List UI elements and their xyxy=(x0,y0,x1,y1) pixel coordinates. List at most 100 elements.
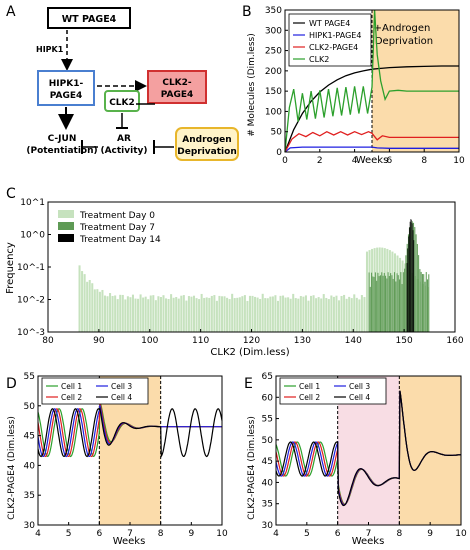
c-bar-day7 xyxy=(405,255,407,332)
c-bar-day14 xyxy=(412,230,414,332)
c-bar-day14 xyxy=(409,221,411,332)
hipk1-page4-box xyxy=(37,70,95,106)
c-ytick-label: 10^1 xyxy=(20,198,45,208)
c-bar-day0 xyxy=(131,294,134,332)
panel-label-b: B xyxy=(242,4,252,20)
c-bar-day7 xyxy=(425,272,427,332)
c-bar-day0 xyxy=(192,295,196,332)
clk2-page4-line1: CLK2- xyxy=(162,78,192,88)
c-legend-day7: Treatment Day 7 xyxy=(79,223,155,233)
panel-c-chart: C 80 90 100 110 120 130 140 150 160 10^-3 10^-2 10^… xyxy=(5,186,464,358)
c-bar-day14 xyxy=(412,223,413,332)
c-bar-day0 xyxy=(340,295,343,332)
c-bar-day7 xyxy=(371,272,373,332)
c-bar-day7 xyxy=(416,243,418,332)
c-bar-day0 xyxy=(289,298,292,332)
c-bar-day0 xyxy=(302,296,305,332)
androgen-line2: Deprivation xyxy=(177,147,236,157)
c-bar-day0 xyxy=(88,279,91,332)
e-ytick-label: 40 xyxy=(262,478,274,488)
c-legend-swatch-day14 xyxy=(58,234,74,242)
d-ytick-label: 55 xyxy=(24,372,35,382)
d-xtick-label: 10 xyxy=(216,529,228,539)
c-bar-day7 xyxy=(420,271,422,332)
c-bar-day0 xyxy=(271,296,274,332)
c-bar-day7 xyxy=(390,273,392,332)
c-bar-day0 xyxy=(98,291,101,332)
e-ytick-label: 30 xyxy=(262,521,274,531)
c-bar-day0 xyxy=(393,253,396,332)
c-bar-day0 xyxy=(416,278,419,332)
c-bar-day0 xyxy=(343,294,346,332)
c-bar-day0 xyxy=(276,300,279,332)
c-xtick-label: 90 xyxy=(93,336,105,346)
c-bar-day0 xyxy=(159,297,162,332)
cjun-label-line2: (Potentiation) xyxy=(26,146,97,156)
c-bar-day7 xyxy=(414,227,416,332)
c-ytick-label: 10^0 xyxy=(20,231,45,241)
c-bar-day0 xyxy=(376,247,379,332)
c-bar-day14 xyxy=(413,240,415,332)
ar-label-line2: (Activity) xyxy=(100,146,147,156)
c-bar-day0 xyxy=(274,295,277,332)
d-xtick-label: 7 xyxy=(127,529,133,539)
e-ytick-label: 60 xyxy=(262,393,274,403)
c-bar-day0 xyxy=(147,299,150,332)
c-bar-day0 xyxy=(228,299,231,332)
panel-label-c: C xyxy=(6,186,16,202)
c-xtick-label: 150 xyxy=(396,336,413,346)
c-bar-day0 xyxy=(142,297,145,332)
c-bar-day7 xyxy=(386,278,388,332)
clk2-page4-line2: PAGE4 xyxy=(161,90,194,100)
b-annotation-line2: Deprivation xyxy=(375,36,433,47)
c-bar-day14 xyxy=(408,227,410,332)
c-bar-day0 xyxy=(404,263,407,332)
c-legend-swatch-day0 xyxy=(58,210,74,218)
c-bar-day0 xyxy=(119,294,122,332)
c-bar-day0 xyxy=(353,294,356,332)
c-bar-day0 xyxy=(124,299,127,332)
c-bar-day0 xyxy=(330,295,333,332)
d-ylabel: CLK2-PAGE4 (Dim.less) xyxy=(7,416,17,520)
c-bar-day0 xyxy=(358,299,361,332)
b-xtick-label: 10 xyxy=(453,156,465,166)
c-bar-day0 xyxy=(223,296,226,332)
d-xtick-label: 4 xyxy=(35,529,41,539)
c-bar-day0 xyxy=(360,295,363,332)
b-xtick-label: 4 xyxy=(352,156,358,166)
c-bar-day7 xyxy=(392,278,394,332)
c-bar-day0 xyxy=(266,298,269,332)
d-legend-cell3: Cell 3 xyxy=(111,382,132,391)
c-bar-day0 xyxy=(269,296,272,332)
b-series-line-3 xyxy=(284,9,459,153)
c-xtick-label: 130 xyxy=(294,336,311,346)
c-bar-day7 xyxy=(368,272,370,332)
c-bar-day0 xyxy=(279,295,282,332)
c-bar-day0 xyxy=(261,293,264,332)
b-series-line-1 xyxy=(284,146,459,153)
c-bar-day7 xyxy=(387,272,389,332)
c-bar-day0 xyxy=(81,271,84,332)
c-bar-day0 xyxy=(86,281,89,332)
c-bar-day0 xyxy=(254,296,257,332)
b-xtick-label: 0 xyxy=(282,156,288,166)
c-bar-day0 xyxy=(312,295,315,332)
c-bar-day0 xyxy=(315,298,318,332)
c-bar-day0 xyxy=(149,295,152,332)
c-bar-day0 xyxy=(170,294,173,332)
c-bar-day7 xyxy=(393,272,395,332)
d-ytick-label: 30 xyxy=(24,521,36,531)
c-bar-day0 xyxy=(233,298,236,332)
c-bar-day0 xyxy=(177,298,180,332)
c-bar-day0 xyxy=(152,295,155,332)
e-xtick-label: 9 xyxy=(427,529,433,539)
c-bar-day14 xyxy=(411,219,412,332)
c-bar-day7 xyxy=(396,273,398,332)
c-bar-day0 xyxy=(299,296,302,332)
c-bar-day0 xyxy=(327,299,330,332)
c-bar-day0 xyxy=(172,297,175,332)
b-axes-frame xyxy=(284,9,460,153)
c-bar-day0 xyxy=(236,297,239,332)
c-bar-day0 xyxy=(195,298,198,332)
c-bar-day7 xyxy=(391,275,393,332)
